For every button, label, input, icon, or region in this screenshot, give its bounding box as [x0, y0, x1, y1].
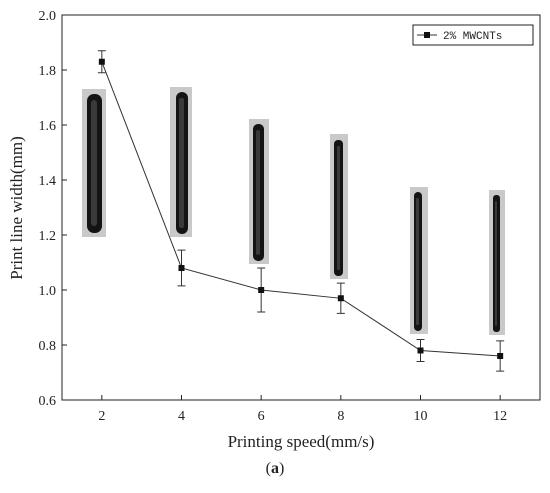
- data-point: [98, 58, 105, 65]
- legend-label: 2% MWCNTs: [443, 31, 502, 43]
- legend-box: [412, 24, 534, 46]
- inset-photo-speed-8: [330, 134, 348, 279]
- x-tick-label: 4: [178, 409, 185, 424]
- caption-label: a: [271, 460, 279, 477]
- x-tick-label: 10: [414, 409, 428, 424]
- y-tick-label: 1.4: [39, 174, 57, 189]
- y-tick-label: 0.6: [39, 394, 57, 409]
- data-point: [417, 347, 424, 354]
- series-layer: [97, 50, 505, 372]
- data-point: [178, 265, 185, 271]
- legend: 2% MWCNTs: [412, 24, 534, 46]
- legend-marker: [424, 32, 430, 38]
- inset-photo-speed-12: [489, 190, 505, 335]
- data-point: [337, 295, 344, 302]
- y-tick-label: 2.0: [39, 9, 57, 24]
- data-point: [497, 353, 504, 359]
- y-tick-label: 1.0: [39, 284, 57, 299]
- y-tick-label: 1.8: [39, 64, 57, 79]
- figure-caption: (a): [265, 460, 285, 477]
- y-axis-ticks: 0.6 0.8 1.0 1.2 1.4 1.6 1.8 2.0: [39, 9, 67, 409]
- y-tick-label: 1.6: [39, 119, 57, 134]
- x-tick-label: 2: [98, 409, 105, 424]
- y-axis-title: Print line width(mm): [7, 136, 26, 280]
- inset-photo-speed-2: [82, 89, 106, 237]
- inset-photo-speed-10: [410, 187, 428, 334]
- x-tick-label: 8: [337, 409, 344, 424]
- y-tick-label: 1.2: [39, 229, 57, 244]
- y-tick-label: 0.8: [39, 339, 57, 354]
- x-axis-ticks: 2 4 6 8 10 12: [98, 395, 507, 424]
- inset-photo-speed-6: [249, 119, 269, 264]
- x-tick-label: 12: [493, 409, 507, 424]
- x-tick-label: 6: [258, 409, 265, 424]
- chart: 0.6 0.8 1.0 1.2 1.4 1.6 1.8 2.0 2 4 6 8 10 12 Printi…: [7, 9, 541, 451]
- data-point: [258, 287, 265, 293]
- x-axis-title: Printing speed(mm/s): [228, 432, 375, 451]
- inset-photo-speed-4: [170, 87, 192, 237]
- series-line: [101, 61, 501, 357]
- plot-frame: [61, 14, 541, 401]
